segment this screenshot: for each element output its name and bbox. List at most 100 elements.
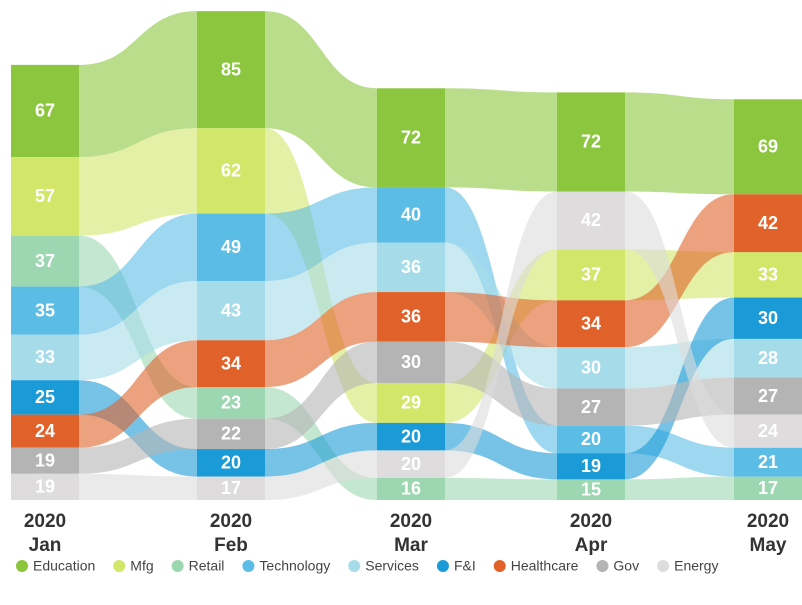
value-label: 16 xyxy=(401,479,421,499)
ribbon xyxy=(265,450,377,500)
value-label: 20 xyxy=(401,426,421,446)
ribbon xyxy=(445,477,557,500)
ribbons xyxy=(79,11,734,500)
value-label: 72 xyxy=(401,128,421,148)
bars xyxy=(11,11,802,500)
legend-label: Energy xyxy=(674,558,718,574)
bar xyxy=(197,128,265,214)
value-label: 29 xyxy=(401,393,421,413)
value-label: 49 xyxy=(221,237,241,257)
bar xyxy=(197,11,265,129)
legend-swatch xyxy=(657,560,670,572)
bar xyxy=(377,88,445,188)
legend-swatch xyxy=(16,560,28,572)
value-label: 69 xyxy=(758,137,778,157)
bar xyxy=(557,347,625,389)
ribbon xyxy=(79,128,197,236)
bar xyxy=(377,341,445,383)
value-label: 25 xyxy=(35,387,55,407)
value-label: 85 xyxy=(221,59,241,79)
bar xyxy=(557,479,625,500)
ribbon xyxy=(625,92,734,195)
legend-label: F&I xyxy=(454,558,476,574)
labels: 67 85 72 72 69 57 62 29 37 33 37 23 16 15 17 35 49 40 20 21… xyxy=(35,59,778,499)
bar xyxy=(377,382,445,423)
legend: Education Mfg Retail Technology Services F&I H… xyxy=(16,558,718,574)
ribbon xyxy=(265,292,377,388)
value-label: 72 xyxy=(581,132,601,152)
value-label: 34 xyxy=(581,313,601,333)
bar xyxy=(197,476,265,500)
legend-swatch xyxy=(113,560,126,572)
bar xyxy=(734,297,802,339)
legend-swatch xyxy=(242,560,255,572)
bar xyxy=(11,473,79,500)
bar xyxy=(11,235,79,287)
bar xyxy=(734,377,802,415)
legend-label: Education xyxy=(33,558,95,574)
bar xyxy=(557,453,625,480)
value-label: 43 xyxy=(221,300,241,320)
value-label: 36 xyxy=(401,257,421,277)
legend-swatch xyxy=(171,560,184,572)
value-label: 20 xyxy=(401,454,421,474)
value-label: 33 xyxy=(758,265,778,285)
legend-swatch xyxy=(596,560,609,572)
value-label: 24 xyxy=(35,421,55,441)
bar xyxy=(11,64,79,158)
x-tick-label: 2020 Feb xyxy=(210,511,252,556)
value-label: 67 xyxy=(35,101,55,121)
bar xyxy=(11,414,79,448)
ribbon xyxy=(265,341,377,450)
ribbon xyxy=(445,341,557,426)
value-label: 34 xyxy=(221,353,241,373)
bar xyxy=(557,249,625,301)
bar xyxy=(11,380,79,415)
legend-label: Services xyxy=(365,558,419,574)
bar xyxy=(734,476,802,500)
ribbon xyxy=(79,213,197,335)
bar xyxy=(557,191,625,250)
legend-swatch xyxy=(436,560,449,572)
legend-label: Gov xyxy=(613,558,639,574)
value-label: 37 xyxy=(581,265,601,285)
value-label: 20 xyxy=(581,429,601,449)
value-label: 27 xyxy=(581,397,601,417)
value-label: 57 xyxy=(35,186,55,206)
bar xyxy=(11,334,79,381)
value-label: 22 xyxy=(221,424,241,444)
value-label: 42 xyxy=(758,213,778,233)
ribbon xyxy=(79,473,197,500)
bar xyxy=(11,157,79,236)
value-label: 30 xyxy=(758,308,778,328)
bar xyxy=(377,187,445,243)
bar xyxy=(197,387,265,419)
ribbon xyxy=(265,187,377,282)
ribbon xyxy=(625,476,734,500)
bar xyxy=(734,338,802,378)
bar xyxy=(734,194,802,253)
bar xyxy=(197,418,265,450)
ribbon xyxy=(79,340,197,448)
value-label: 24 xyxy=(758,421,778,441)
legend-label: Retail xyxy=(189,558,225,574)
value-label: 30 xyxy=(581,358,601,378)
bar xyxy=(557,388,625,426)
value-label: 36 xyxy=(401,307,421,327)
x-tick-label: 2020 Apr xyxy=(570,511,612,556)
bar xyxy=(557,300,625,348)
bar xyxy=(377,292,445,342)
value-label: 19 xyxy=(35,477,55,497)
bar xyxy=(377,450,445,478)
value-label: 19 xyxy=(581,456,601,476)
ribbon xyxy=(79,380,197,477)
bar xyxy=(11,286,79,335)
ribbon xyxy=(445,88,557,192)
ribbon xyxy=(79,281,197,381)
bar xyxy=(197,281,265,341)
bar xyxy=(734,252,802,298)
bar xyxy=(11,447,79,474)
bar xyxy=(734,447,802,477)
ribbon xyxy=(79,11,197,158)
ribbon xyxy=(625,194,734,348)
